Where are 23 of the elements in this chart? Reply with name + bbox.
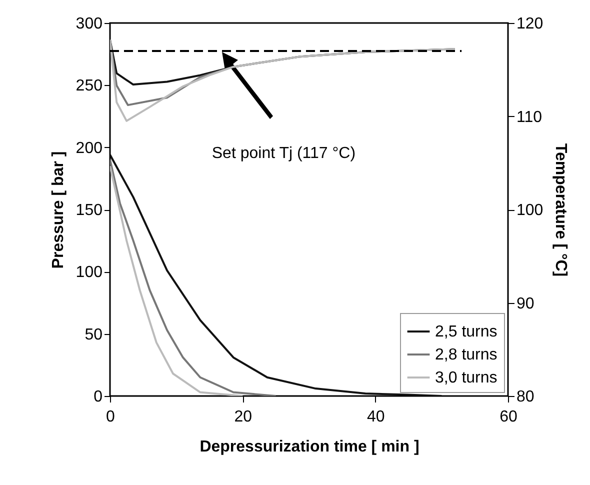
y-tick-label: 300 <box>76 16 103 32</box>
y2-tick-label: 120 <box>516 16 544 32</box>
legend-label: 2,8 turns <box>435 346 498 364</box>
y-tick-label: 50 <box>84 326 103 344</box>
y2-tick-label: 100 <box>516 202 544 219</box>
y-axis-title: Pressure [ bar ] <box>50 151 67 269</box>
y-tick-label: 200 <box>76 140 103 157</box>
x-tick-label: 0 <box>106 408 116 426</box>
y-tick-label: 250 <box>76 78 103 95</box>
y2-axis-title: Temperature [ °C] <box>552 143 570 277</box>
y-tick-label: 150 <box>76 202 103 219</box>
x-axis-title: Depressurization time [ min ] <box>200 438 420 456</box>
annotation: Set point Tj (117 °C) <box>212 144 356 162</box>
y-tick-label: 0 <box>94 388 103 406</box>
x-tick-label: 20 <box>234 408 252 426</box>
y-tick-label: 100 <box>76 264 103 282</box>
y2-tick-label: 110 <box>516 108 542 126</box>
y2-tick-label: 90 <box>516 295 534 312</box>
y2-tick-label: 80 <box>516 388 534 406</box>
legend-label: 3,0 turns <box>435 370 498 386</box>
x-tick-label: 60 <box>500 408 518 426</box>
x-tick-label: 40 <box>366 408 385 426</box>
legend-label: 2,5 turns <box>435 324 498 340</box>
